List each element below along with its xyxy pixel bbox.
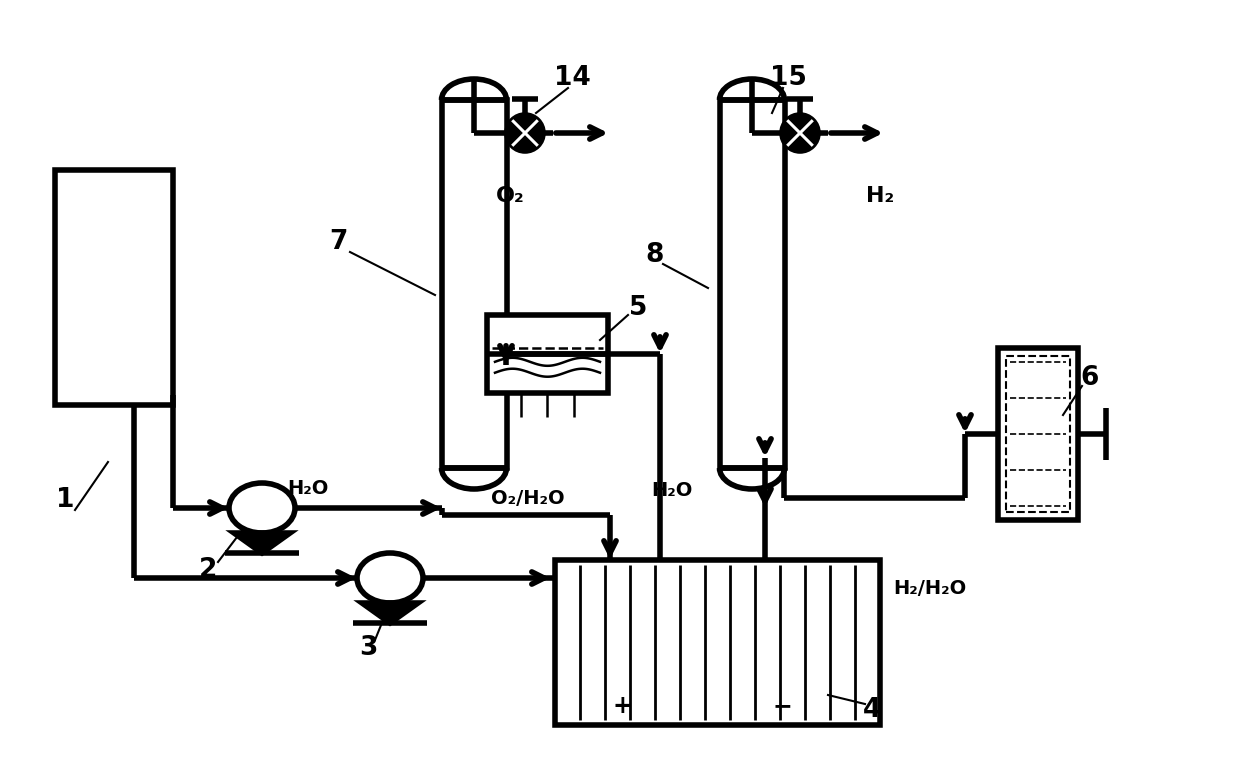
- Bar: [441, 100, 507, 468]
- Text: H₂/H₂O: H₂/H₂O: [893, 578, 967, 597]
- Ellipse shape: [357, 553, 423, 603]
- Ellipse shape: [229, 483, 295, 533]
- Circle shape: [782, 115, 818, 151]
- Bar: [720, 100, 785, 468]
- Text: 5: 5: [629, 295, 647, 321]
- Bar: [556, 560, 880, 725]
- Text: O₂/H₂O: O₂/H₂O: [491, 489, 564, 508]
- Text: H₂O: H₂O: [288, 479, 329, 497]
- Circle shape: [507, 115, 543, 151]
- Text: 14: 14: [553, 65, 590, 91]
- Text: H₂: H₂: [866, 186, 894, 206]
- Text: −: −: [773, 694, 792, 718]
- Bar: [1006, 356, 1070, 512]
- Bar: [998, 348, 1078, 520]
- Polygon shape: [234, 533, 290, 553]
- Bar: [55, 170, 174, 405]
- Text: H₂O: H₂O: [651, 480, 693, 499]
- Text: 8: 8: [646, 242, 665, 268]
- Text: 15: 15: [770, 65, 806, 91]
- Text: 2: 2: [198, 557, 217, 583]
- Text: 4: 4: [863, 697, 882, 723]
- Bar: [487, 315, 608, 393]
- Text: 6: 6: [1081, 365, 1099, 391]
- Polygon shape: [362, 603, 418, 623]
- Text: +: +: [613, 694, 632, 718]
- Text: 7: 7: [329, 229, 347, 255]
- Text: 3: 3: [358, 635, 377, 661]
- Text: O₂: O₂: [496, 186, 525, 206]
- Text: 1: 1: [56, 487, 74, 513]
